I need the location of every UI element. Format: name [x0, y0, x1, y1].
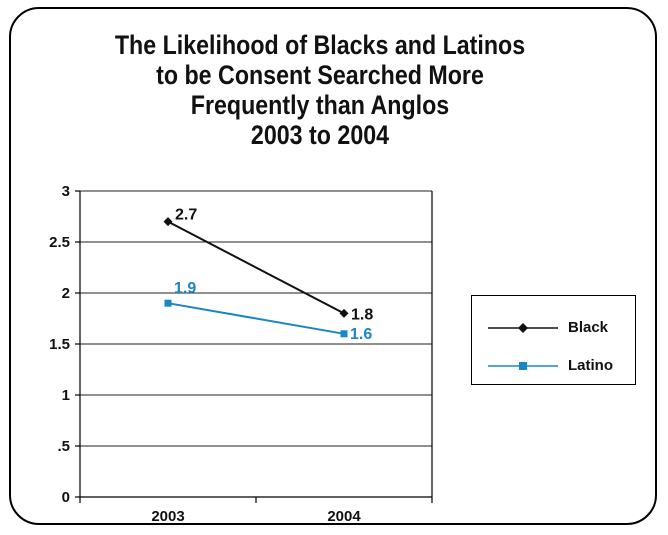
x-tick-label: 2004 — [327, 508, 361, 525]
y-tick-label: 0 — [62, 489, 70, 506]
y-tick-label: 2 — [62, 285, 70, 302]
legend-item-latino: Latino — [472, 356, 635, 376]
series-line-latino — [167, 302, 345, 335]
data-label-latino: 1.6 — [350, 326, 372, 343]
y-tick-label: 2.5 — [49, 234, 70, 251]
data-point-latino — [340, 330, 348, 338]
chart-title-line-1: The Likelihood of Blacks and Latinos — [114, 30, 526, 60]
chart-frame — [9, 7, 657, 525]
data-point-black — [339, 308, 349, 318]
chart-title-line-3: Frequently than Anglos — [190, 90, 450, 120]
y-tick-label: 1.5 — [49, 336, 70, 353]
legend-item-black: Black — [472, 318, 635, 338]
series-line-black — [167, 220, 345, 315]
data-label-black: 1.8 — [351, 306, 373, 323]
x-tick-label: 2003 — [151, 508, 184, 525]
y-tick-label: 1 — [62, 387, 70, 404]
legend-black-marker-icon — [488, 323, 558, 333]
legend-label-latino: Latino — [568, 357, 613, 374]
y-tick-label: .5 — [57, 438, 70, 455]
legend-label-black: Black — [568, 319, 609, 336]
chart-title-line-2: to be Consent Searched More — [156, 60, 484, 90]
legend-latino-marker-icon — [488, 362, 558, 370]
chart-legend: Black Latino — [471, 295, 636, 385]
chart-title-line-4: 2003 to 2004 — [250, 120, 390, 150]
data-label-latino: 1.9 — [174, 280, 196, 297]
data-point-latino — [164, 299, 172, 307]
data-label-black: 2.7 — [175, 207, 197, 224]
chart-title: The Likelihood of Blacks and Latinos to … — [96, 30, 543, 150]
data-point-black — [163, 217, 173, 227]
y-tick-label: 3 — [62, 183, 70, 200]
